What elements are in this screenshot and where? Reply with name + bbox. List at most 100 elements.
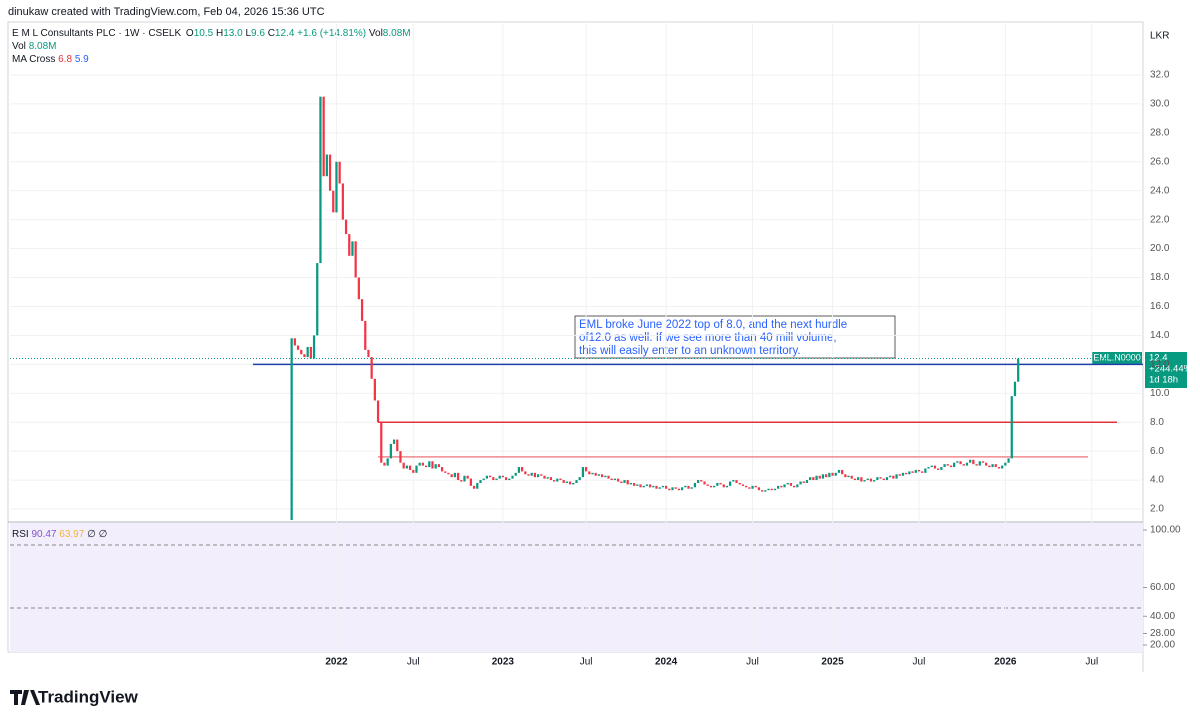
candle bbox=[533, 472, 537, 478]
candle bbox=[332, 190, 335, 213]
candle bbox=[594, 472, 597, 476]
rsi-pane bbox=[10, 523, 1143, 652]
candle bbox=[341, 183, 344, 220]
candle bbox=[773, 488, 777, 491]
candle bbox=[690, 487, 693, 489]
candle bbox=[786, 482, 789, 485]
candle bbox=[392, 439, 396, 444]
candle bbox=[1017, 358, 1020, 382]
candle bbox=[793, 485, 796, 488]
candle bbox=[732, 480, 735, 482]
price-tag bbox=[1145, 352, 1187, 388]
candle bbox=[316, 263, 319, 336]
annotation-box: EML broke June 2022 top of 8.0, and the … bbox=[574, 315, 896, 359]
y-tick-label: 22.0 bbox=[1150, 214, 1170, 225]
candle bbox=[312, 335, 316, 359]
candle bbox=[549, 477, 553, 481]
candle bbox=[687, 485, 690, 489]
candle bbox=[949, 465, 953, 468]
candle bbox=[767, 488, 770, 491]
y-tick-label: 6.0 bbox=[1150, 446, 1164, 457]
candle bbox=[575, 480, 578, 483]
l-val: 9.6 bbox=[251, 28, 265, 39]
rsi-tick-label: 60.00 bbox=[1150, 582, 1175, 593]
candle bbox=[424, 465, 428, 468]
candle bbox=[296, 345, 300, 350]
candle bbox=[802, 481, 805, 483]
candle bbox=[524, 471, 527, 475]
candle bbox=[684, 485, 687, 488]
candle bbox=[639, 484, 642, 488]
candle bbox=[418, 462, 421, 466]
candle bbox=[1010, 396, 1013, 459]
candle bbox=[969, 459, 972, 463]
candle bbox=[543, 475, 546, 479]
candle bbox=[604, 475, 607, 478]
candle bbox=[985, 462, 988, 466]
candle bbox=[597, 474, 601, 476]
ma-slow: 5.9 bbox=[75, 54, 89, 65]
x-tick-label: 2026 bbox=[994, 657, 1017, 668]
candle bbox=[408, 465, 412, 470]
candle bbox=[642, 485, 645, 488]
candle bbox=[844, 474, 847, 478]
candle bbox=[367, 349, 370, 358]
brand-name: TradingView bbox=[38, 687, 139, 706]
candle bbox=[850, 475, 853, 479]
candle bbox=[703, 481, 706, 485]
candle bbox=[434, 464, 437, 469]
candle bbox=[290, 338, 293, 520]
candle bbox=[930, 465, 933, 468]
candle bbox=[607, 475, 610, 479]
o-val: 10.5 bbox=[194, 28, 214, 39]
legend-line2: Vol 8.08M bbox=[12, 41, 56, 52]
candle bbox=[972, 459, 975, 465]
candle bbox=[648, 484, 652, 488]
candle bbox=[946, 464, 949, 466]
candle bbox=[488, 475, 492, 478]
candle bbox=[562, 480, 565, 483]
candle bbox=[1004, 462, 1007, 466]
rsi-label: RSI bbox=[12, 529, 29, 540]
candle bbox=[828, 472, 831, 478]
x-tick-label: Jul bbox=[1085, 657, 1098, 668]
rsi-tick-label: 40.00 bbox=[1150, 611, 1175, 622]
candle bbox=[600, 474, 604, 478]
candle bbox=[789, 482, 793, 486]
candle bbox=[863, 480, 866, 482]
x-tick-label: Jul bbox=[407, 657, 420, 668]
candle bbox=[777, 485, 780, 489]
y-tick-label: 26.0 bbox=[1150, 156, 1170, 167]
vol-val: 8.08M bbox=[383, 28, 411, 39]
candle bbox=[498, 475, 501, 479]
candle bbox=[572, 482, 575, 485]
candle bbox=[905, 472, 908, 475]
x-tick-label: Jul bbox=[580, 657, 593, 668]
y-tick-label: 10.0 bbox=[1150, 388, 1170, 399]
candle bbox=[713, 485, 716, 488]
candle bbox=[373, 378, 376, 401]
y-tick-label: 28.0 bbox=[1150, 127, 1170, 138]
candle bbox=[917, 469, 921, 472]
h-val: 13.0 bbox=[223, 28, 243, 39]
x-tick-label: 2025 bbox=[821, 657, 844, 668]
candle bbox=[677, 488, 681, 491]
candle bbox=[783, 484, 786, 488]
candle bbox=[591, 472, 594, 475]
candle bbox=[501, 475, 505, 478]
candle bbox=[658, 487, 661, 489]
currency: LKR bbox=[1150, 31, 1169, 42]
candle bbox=[978, 461, 981, 466]
y-tick-label: 14.0 bbox=[1150, 330, 1170, 341]
candle bbox=[354, 241, 357, 278]
candle bbox=[383, 462, 386, 466]
annotation-frame bbox=[574, 315, 896, 359]
candle bbox=[933, 465, 937, 469]
candle bbox=[834, 472, 837, 476]
candle bbox=[629, 482, 633, 485]
vol-val: 8.08M bbox=[29, 41, 57, 52]
price-tag-countdown: 1d 18h bbox=[1149, 375, 1178, 386]
candle bbox=[360, 299, 364, 321]
candle bbox=[805, 480, 809, 483]
candle bbox=[546, 477, 549, 479]
